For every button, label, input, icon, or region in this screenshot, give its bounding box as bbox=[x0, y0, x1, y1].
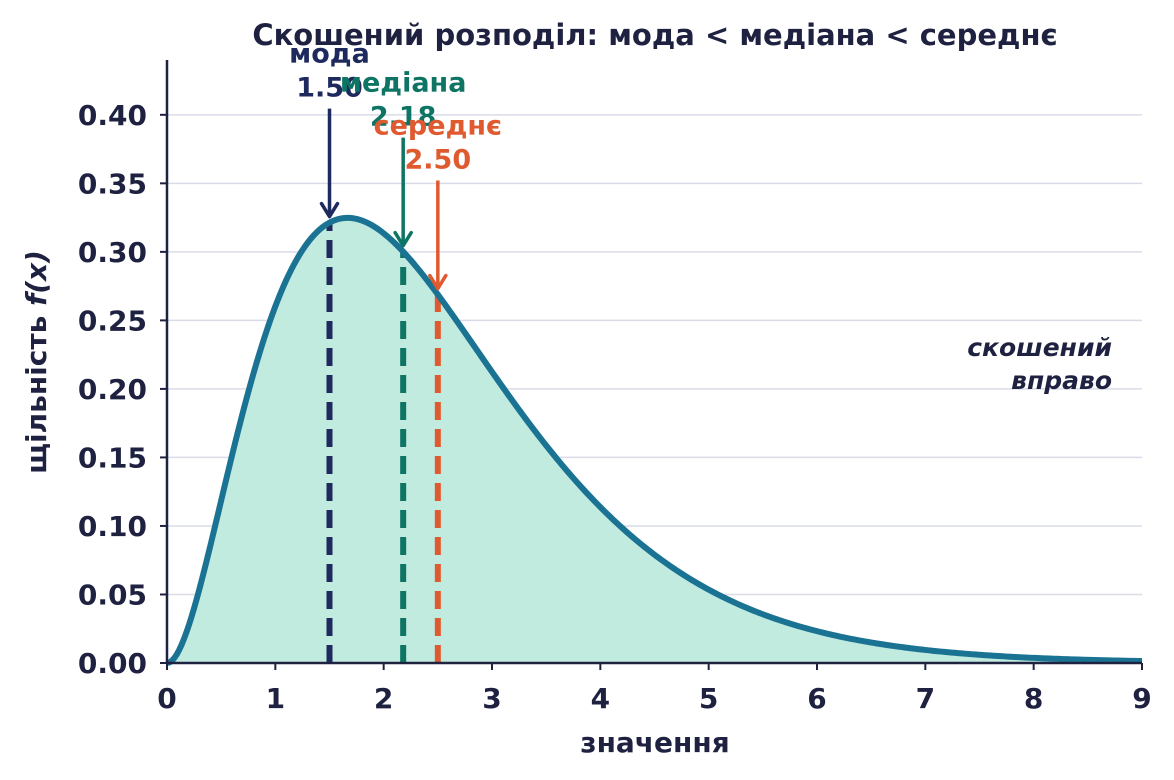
x-tick-label: 0 bbox=[157, 682, 176, 715]
x-tick-label: 1 bbox=[266, 682, 285, 715]
marker-arrowhead bbox=[428, 273, 448, 291]
marker-value-label: 2.50 bbox=[405, 145, 472, 176]
axes bbox=[165, 60, 1142, 665]
marker-value-label: 2.18 bbox=[370, 102, 437, 133]
y-tick-label: 0.00 bbox=[78, 647, 147, 680]
marker-value-label: 1.50 bbox=[296, 73, 363, 104]
y-axis-label-prefix: щільність bbox=[20, 306, 53, 474]
skew-annotation-line-2: вправо bbox=[1011, 366, 1112, 395]
y-tick-label: 0.25 bbox=[78, 304, 147, 337]
marker-name-label: медіана bbox=[340, 68, 467, 99]
x-tick-label: 7 bbox=[916, 682, 935, 715]
x-tick-label: 5 bbox=[699, 682, 718, 715]
y-tick-label: 0.30 bbox=[78, 236, 147, 269]
x-tick-label: 2 bbox=[374, 682, 393, 715]
y-tick-label: 0.35 bbox=[78, 167, 147, 200]
tick-labels: 0.00 0.05 0.10 0.15 0.20 0.25 0.30 0.35 0.40 0 1 2 3… bbox=[78, 99, 1152, 715]
density-area-fill bbox=[167, 217, 1142, 663]
x-tick-label: 6 bbox=[807, 682, 826, 715]
x-tick-label: 8 bbox=[1024, 682, 1043, 715]
y-axis-label: щільність f(x) bbox=[20, 250, 53, 474]
x-tick-label: 3 bbox=[482, 682, 501, 715]
marker-name-label: мода bbox=[289, 39, 370, 70]
x-axis-label: значення bbox=[580, 726, 729, 759]
x-tick-label: 4 bbox=[591, 682, 610, 715]
marker-lines bbox=[326, 222, 441, 663]
marker-arrowhead bbox=[393, 230, 413, 248]
density-curve bbox=[166, 214, 1143, 666]
y-tick-label: 0.20 bbox=[78, 373, 147, 406]
x-tick-label: 9 bbox=[1132, 682, 1151, 715]
skew-annotation-line-1: скошений bbox=[967, 333, 1112, 362]
y-tick-label: 0.10 bbox=[78, 510, 147, 543]
chart-title: Скошений розподіл: мода < медіана < сере… bbox=[252, 18, 1057, 52]
marker-arrowhead bbox=[319, 201, 340, 219]
marker-name-label: середнє bbox=[374, 111, 502, 142]
y-tick-label: 0.40 bbox=[78, 99, 147, 132]
y-tick-label: 0.05 bbox=[78, 578, 147, 611]
y-axis-label-math: f(x) bbox=[20, 250, 53, 306]
y-tick-label: 0.15 bbox=[78, 441, 147, 474]
